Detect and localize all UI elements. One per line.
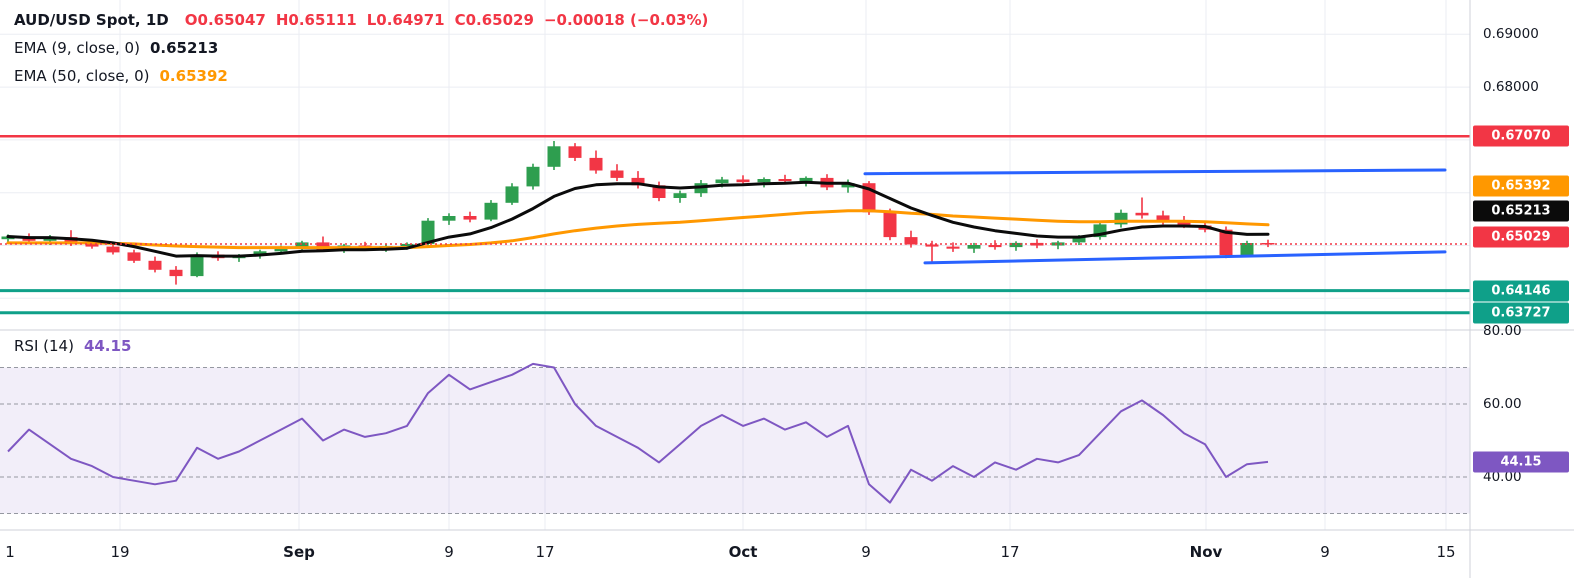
time-label: 17 [535, 543, 555, 561]
price-badge: 0.64146 [1473, 280, 1569, 302]
candle[interactable] [1114, 209, 1128, 228]
ema9-legend-value: 0.65213 [149, 39, 219, 57]
candle[interactable] [1261, 239, 1275, 248]
ema50-legend-label[interactable]: EMA (50, close, 0) [14, 67, 150, 85]
candle[interactable] [904, 230, 918, 248]
rsi-line[interactable] [7, 362, 1269, 504]
candle[interactable] [526, 163, 540, 190]
main-legend: AUD/USD Spot, 1D O0.65047 H0.65111 L0.64… [14, 6, 708, 90]
price-badge: 0.67070 [1473, 125, 1569, 147]
ohlc-close: C0.65029 [454, 11, 534, 29]
candle[interactable] [1093, 221, 1107, 240]
lower-trendline[interactable] [923, 250, 1447, 265]
price-badge: 0.65392 [1473, 175, 1569, 197]
rsi-band [0, 367, 1470, 514]
price-badge: 0.65029 [1473, 226, 1569, 248]
candle[interactable] [442, 213, 456, 225]
upper-trendline[interactable] [863, 168, 1447, 176]
candle[interactable] [148, 256, 162, 273]
ohlc-low: L0.64971 [366, 11, 445, 29]
time-label: 17 [1000, 543, 1020, 561]
ema50-legend-value: 0.65392 [159, 67, 228, 85]
ema50-legend-row: EMA (50, close, 0) 0.65392 [14, 62, 708, 90]
candle[interactable] [547, 141, 561, 170]
ema50-line[interactable] [6, 209, 1270, 250]
axis-label: 60.00 [1483, 396, 1522, 412]
candle[interactable] [946, 242, 960, 252]
ohlc-change: −0.00018 (−0.03%) [543, 11, 709, 29]
rsi-legend-value: 44.15 [83, 337, 132, 355]
ohlc-high: H0.65111 [275, 11, 357, 29]
candle[interactable] [484, 200, 498, 222]
time-axis[interactable]: 1 19 Sep 9 17 Oct 9 17 Nov 9 15 [0, 530, 1574, 578]
candle[interactable] [967, 242, 981, 253]
axis-label: 0.69000 [1483, 26, 1539, 42]
candle[interactable] [127, 249, 141, 263]
candle[interactable] [169, 266, 183, 285]
price-badge: 0.63727 [1473, 302, 1569, 324]
candle[interactable] [988, 240, 1002, 250]
candle[interactable] [841, 179, 855, 193]
candle[interactable] [589, 150, 603, 174]
candle[interactable] [631, 171, 645, 189]
ema9-legend-row: EMA (9, close, 0) 0.65213 [14, 34, 708, 62]
symbol-title[interactable]: AUD/USD Spot, 1D [14, 11, 169, 29]
price-badge: 0.65213 [1473, 200, 1569, 222]
time-label: 15 [1436, 543, 1456, 561]
candle[interactable] [652, 181, 666, 202]
candle[interactable] [505, 183, 519, 205]
time-label: 9 [1320, 543, 1330, 561]
candle[interactable] [106, 243, 120, 255]
time-label: 19 [110, 543, 130, 561]
price-axis[interactable]: 0.69000 0.68000 80.00 60.00 40.00 0.67070 0.65… [1470, 0, 1574, 530]
rsi-legend-row: RSI (14) 44.15 [14, 332, 131, 360]
time-label: Nov [1189, 543, 1223, 561]
symbol-row: AUD/USD Spot, 1D O0.65047 H0.65111 L0.64… [14, 6, 708, 34]
candle[interactable] [463, 211, 477, 223]
time-label: Oct [728, 543, 758, 561]
candle[interactable] [883, 208, 897, 241]
time-label: 1 [5, 543, 15, 561]
candle[interactable] [568, 143, 582, 161]
candles[interactable] [1, 141, 1275, 285]
rsi-legend: RSI (14) 44.15 [14, 332, 131, 360]
candle[interactable] [1051, 240, 1065, 250]
ema9-line[interactable] [6, 180, 1270, 258]
time-label: 9 [444, 543, 454, 561]
candle[interactable] [1135, 197, 1149, 219]
time-label: Sep [283, 543, 315, 561]
time-label: 9 [861, 543, 871, 561]
ohlc-open: O0.65047 [184, 11, 266, 29]
axis-label: 40.00 [1483, 469, 1522, 485]
price-badge: 44.15 [1473, 451, 1569, 473]
axis-label: 80.00 [1483, 323, 1522, 339]
ema9-legend-label[interactable]: EMA (9, close, 0) [14, 39, 140, 57]
candle[interactable] [673, 190, 687, 203]
candle[interactable] [610, 164, 624, 182]
candle[interactable] [1009, 241, 1023, 251]
rsi-legend-label[interactable]: RSI (14) [14, 337, 74, 355]
axis-label: 0.68000 [1483, 79, 1539, 95]
